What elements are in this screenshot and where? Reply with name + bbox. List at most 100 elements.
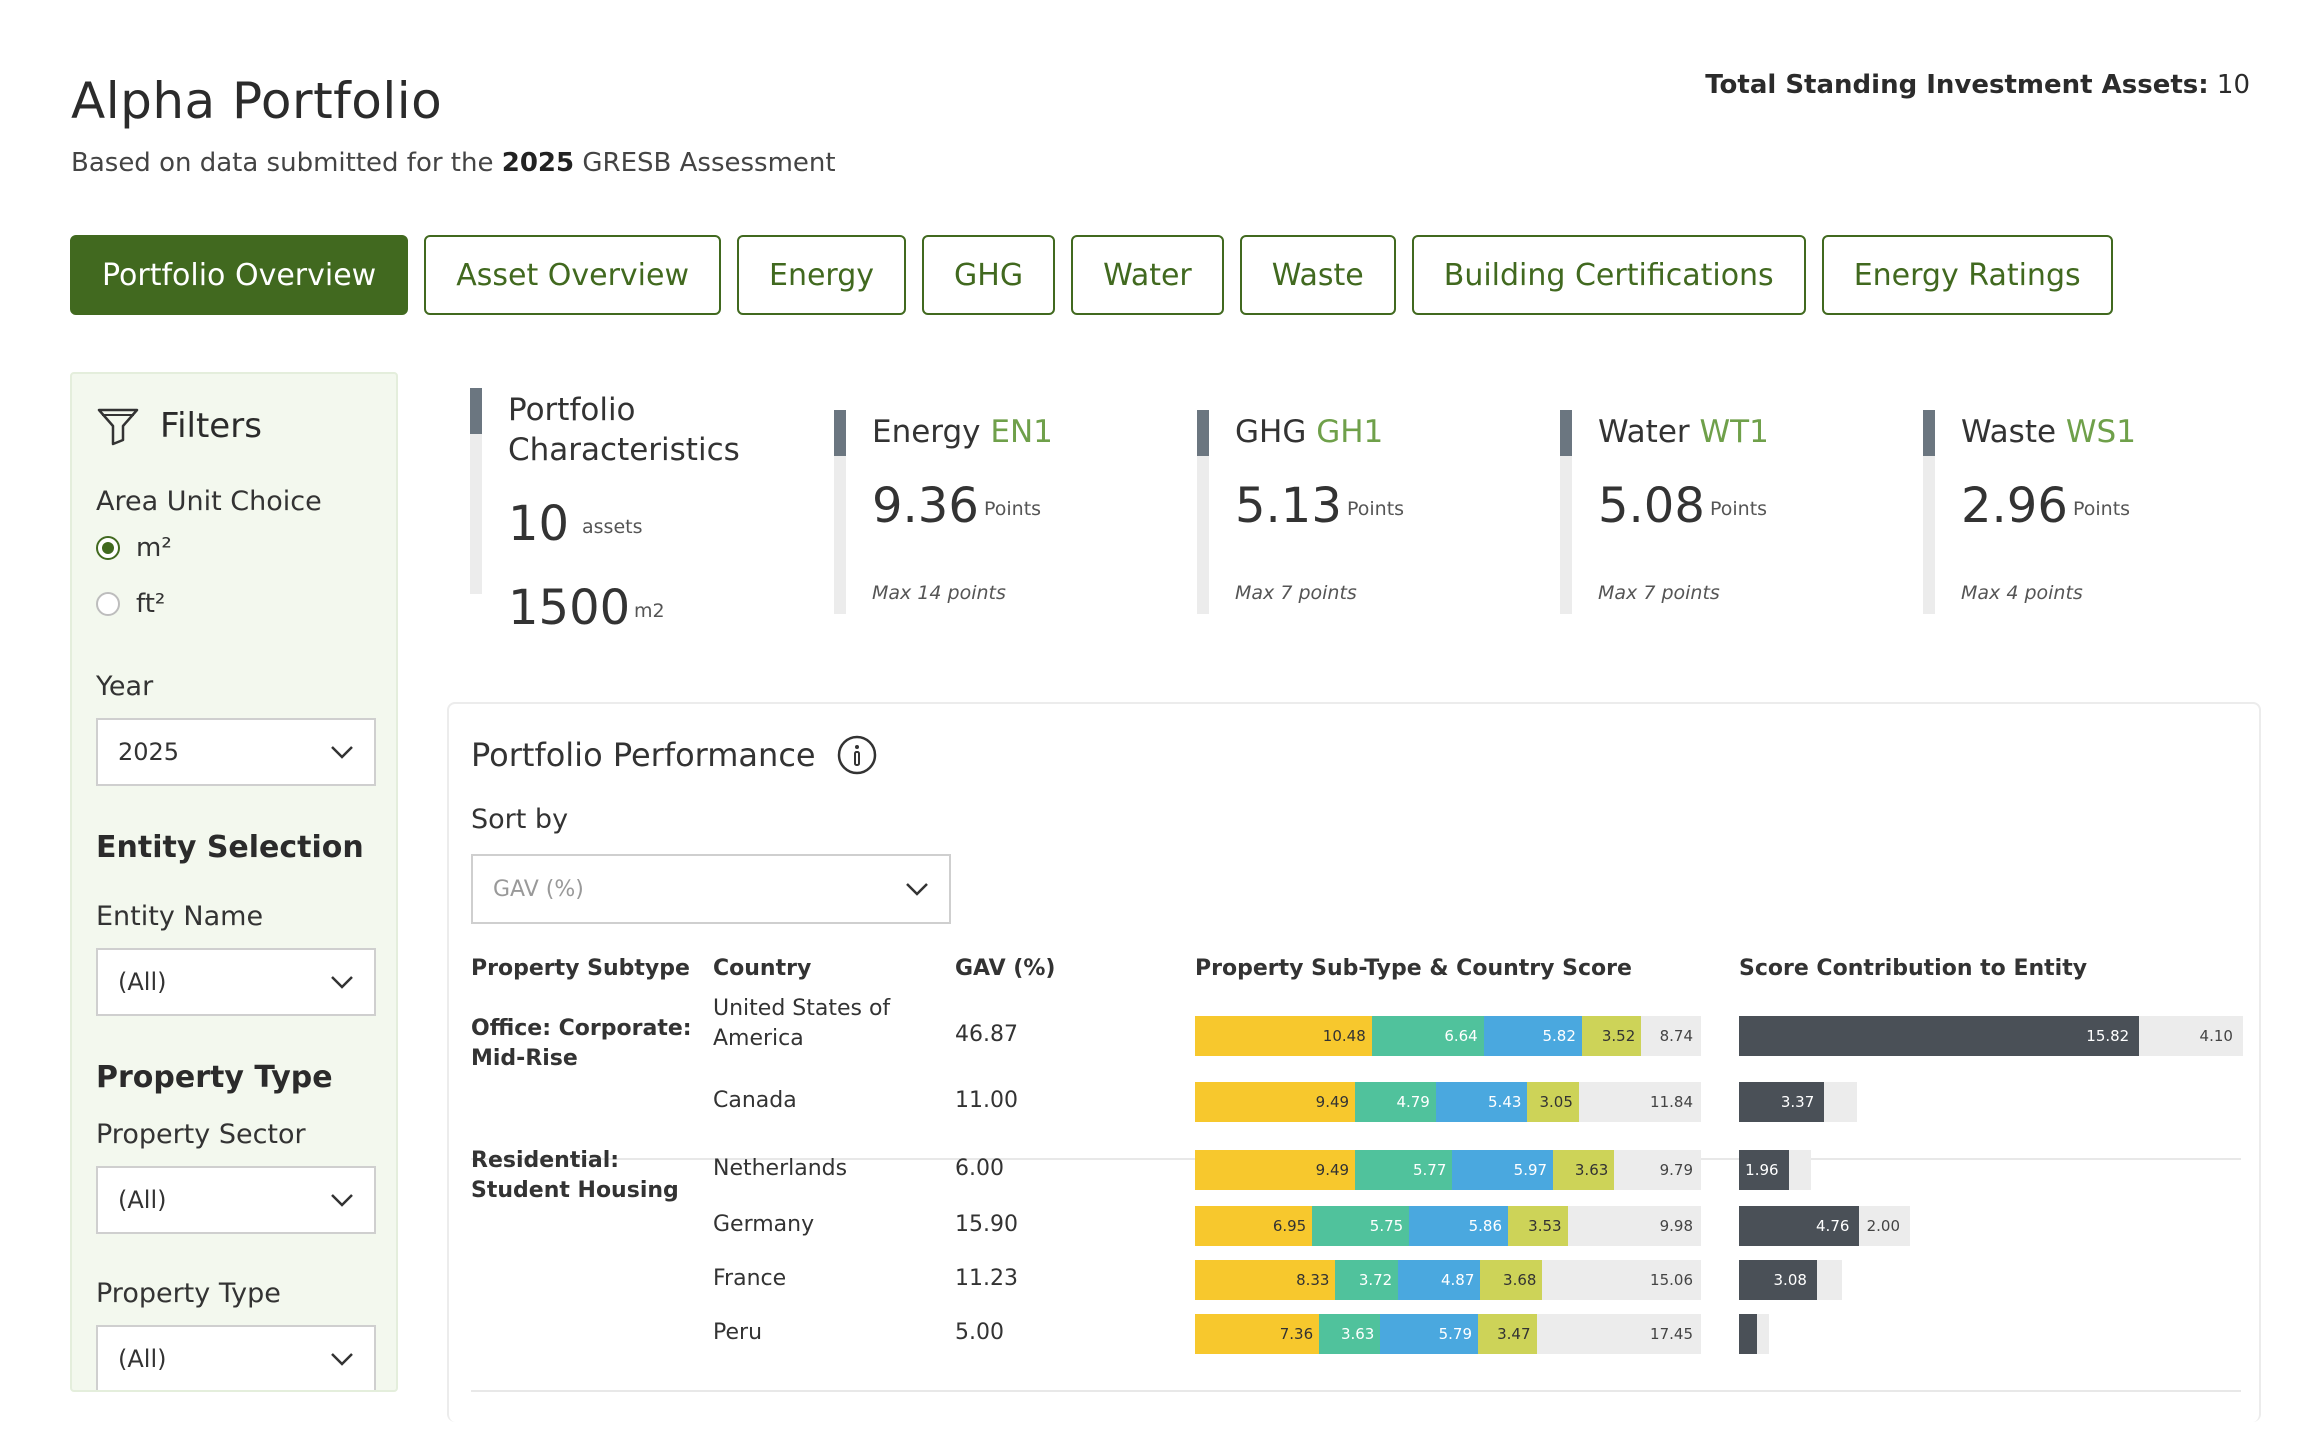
entity-name-select[interactable]: (All) (96, 948, 376, 1016)
contribution-rest-segment: 2.00 (1859, 1206, 1911, 1246)
year-value: 2025 (118, 738, 180, 766)
entity-name-value: (All) (118, 968, 167, 996)
tab-bar: Portfolio Overview Asset Overview Energy… (70, 235, 2113, 315)
kpi-accent-bar (1923, 410, 1935, 614)
kpi-water-label: Water (1598, 414, 1690, 450)
water-segment: 5.79 (1380, 1314, 1479, 1354)
country-cell: France (713, 1266, 787, 1291)
kpi-waste-max: Max 4 points (1961, 582, 2083, 604)
tab-water[interactable]: Water (1071, 235, 1224, 315)
col-property-subtype[interactable]: Property Subtype (471, 956, 690, 981)
property-sector-select[interactable]: (All) (96, 1166, 376, 1234)
col-country[interactable]: Country (713, 956, 812, 981)
contribution-rest-segment (1824, 1082, 1858, 1122)
energy-segment: 7.36 (1195, 1314, 1320, 1354)
kpi-energy-label: Energy (872, 414, 981, 450)
kpi-accent-bar (470, 388, 482, 594)
score-bar: 9.49 4.79 5.43 3.05 11.84 (1195, 1082, 1701, 1122)
property-subtype-label: Office: Corporate: Mid-Rise (471, 1016, 692, 1071)
gav-cell: 5.00 (955, 1320, 1004, 1345)
score-bar: 6.95 5.75 5.86 3.53 9.98 (1195, 1206, 1701, 1246)
property-type-heading: Property Type (96, 1060, 333, 1095)
total-assets-value: 10 (2216, 70, 2250, 100)
remaining-score-label: 11.84 (1650, 1093, 1693, 1111)
score-bar: 7.36 3.63 5.79 3.47 17.45 (1195, 1314, 1701, 1354)
energy-segment: 10.48 (1195, 1016, 1372, 1056)
tab-waste[interactable]: Waste (1239, 235, 1396, 315)
kpi-area-unit: m2 (634, 600, 665, 622)
energy-segment: 9.49 (1195, 1082, 1356, 1122)
kpi-characteristics-title-line1: Portfolio (508, 392, 636, 428)
tab-energy[interactable]: Energy (736, 235, 907, 315)
chevron-down-icon (331, 1353, 353, 1366)
portfolio-performance-title: Portfolio Performance (471, 734, 878, 776)
chevron-down-icon (906, 883, 928, 896)
area-option-m2[interactable]: m² (96, 533, 372, 563)
score-bar: 8.33 3.72 4.87 3.68 15.06 (1195, 1260, 1701, 1300)
tab-asset-overview[interactable]: Asset Overview (424, 235, 721, 315)
kpi-accent-bar (1560, 410, 1572, 614)
contribution-segment: 4.76 (1739, 1206, 1860, 1246)
water-segment: 5.86 (1409, 1206, 1509, 1246)
kpi-ghg-max: Max 7 points (1235, 582, 1357, 604)
kpi-energy: Energy EN1 9.36 Points Max 14 points (834, 410, 1164, 640)
tab-building-certifications[interactable]: Building Certifications (1411, 235, 1806, 315)
country-cell: United States of America (713, 996, 891, 1051)
remaining-score-label: 9.98 (1659, 1217, 1693, 1235)
property-type-label: Property Type (96, 1278, 281, 1309)
waste-segment: 3.05 (1527, 1082, 1579, 1122)
kpi-strip: Portfolio Characteristics 10 assets 1500 … (470, 388, 2270, 636)
kpi-water-max: Max 7 points (1598, 582, 1720, 604)
kpi-ghg-code: GH1 (1316, 414, 1384, 450)
entity-name-label: Entity Name (96, 901, 264, 932)
contribution-bar: 4.76 2.00 (1739, 1206, 2245, 1246)
sort-by-value: GAV (%) (493, 876, 584, 902)
radio-ft2[interactable] (96, 592, 120, 616)
col-subtype-country-score[interactable]: Property Sub-Type & Country Score (1195, 956, 1632, 981)
tab-energy-ratings[interactable]: Energy Ratings (1821, 235, 2113, 315)
col-score-contribution[interactable]: Score Contribution to Entity (1739, 956, 2088, 981)
col-gav[interactable]: GAV (%) (955, 956, 1056, 981)
energy-segment: 8.33 (1195, 1260, 1336, 1300)
chevron-down-icon (331, 746, 353, 759)
contribution-segment: 3.37 (1739, 1082, 1825, 1122)
kpi-water-value: 5.08 (1598, 478, 1705, 534)
gav-cell: 11.00 (955, 1088, 1018, 1113)
area-option-ft2[interactable]: ft² (96, 589, 372, 619)
gav-cell: 15.90 (955, 1212, 1018, 1237)
property-type-select[interactable]: (All) (96, 1325, 376, 1390)
remaining-score-label: 17.45 (1650, 1325, 1693, 1343)
contribution-bar: 1.96 (1739, 1150, 2245, 1190)
kpi-ghg: GHG GH1 5.13 Points Max 7 points (1197, 410, 1527, 640)
contribution-rest-segment (1816, 1260, 1843, 1300)
filters-header: Filters (96, 406, 372, 446)
score-bar: 9.49 5.77 5.97 3.63 9.79 (1195, 1150, 1701, 1190)
filters-sidebar: Filters Area Unit Choice m² ft² Year 202… (70, 372, 398, 1392)
filters-title: Filters (160, 406, 262, 446)
filter-icon (97, 408, 139, 446)
entity-selection-heading: Entity Selection (96, 830, 364, 865)
waste-segment: 3.63 (1553, 1150, 1615, 1190)
sort-by-select[interactable]: GAV (%) (471, 854, 951, 924)
kpi-assets-value: 10 (508, 496, 570, 552)
kpi-energy-max: Max 14 points (872, 582, 1006, 604)
kpi-waste-value: 2.96 (1961, 478, 2068, 534)
kpi-water: Water WT1 5.08 Points Max 7 points (1560, 410, 1890, 640)
year-select[interactable]: 2025 (96, 718, 376, 786)
kpi-energy-value: 9.36 (872, 478, 979, 534)
kpi-ghg-value: 5.13 (1235, 478, 1342, 534)
kpi-energy-title: Energy EN1 (872, 414, 1053, 450)
water-segment: 5.97 (1452, 1150, 1554, 1190)
property-type-value: (All) (118, 1345, 167, 1373)
tab-portfolio-overview[interactable]: Portfolio Overview (70, 235, 409, 315)
total-assets-label: Total Standing Investment Assets: (1705, 70, 2209, 100)
energy-segment: 6.95 (1195, 1206, 1313, 1246)
kpi-characteristics-title-line2: Characteristics (508, 432, 740, 468)
tab-ghg[interactable]: GHG (922, 235, 1056, 315)
contribution-bar: 15.82 4.10 (1739, 1016, 2245, 1056)
info-icon[interactable] (836, 734, 878, 776)
country-cell: Peru (713, 1320, 763, 1345)
sort-by-label: Sort by (471, 804, 569, 835)
radio-m2[interactable] (96, 536, 120, 560)
contribution-segment (1739, 1314, 1757, 1354)
